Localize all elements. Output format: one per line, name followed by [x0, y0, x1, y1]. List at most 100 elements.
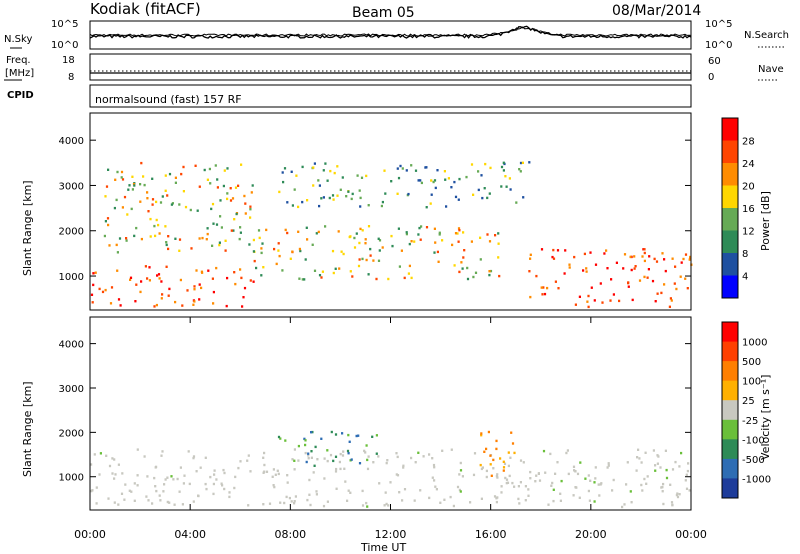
colorbar-swatch [722, 458, 738, 479]
data-cell [317, 179, 320, 182]
data-cell [552, 257, 556, 260]
data-cell [640, 461, 643, 464]
data-cell [474, 271, 478, 274]
data-cell [589, 251, 592, 254]
data-cell [223, 471, 226, 475]
data-cell [307, 457, 310, 460]
data-cell [200, 286, 203, 290]
data-cell [291, 204, 294, 207]
colorbar-swatch [722, 341, 738, 362]
data-cell [657, 455, 660, 458]
data-cell [665, 476, 669, 480]
data-cell [192, 455, 196, 458]
colorbar-tick-label: 16 [742, 204, 755, 215]
data-cell [322, 196, 325, 199]
data-cell [378, 249, 381, 252]
data-cell [286, 201, 289, 204]
data-cell [372, 461, 375, 464]
data-cell [242, 296, 245, 299]
data-cell [572, 494, 575, 497]
data-cell [684, 277, 687, 280]
nsky-panel: N.Sky 10^5 10^0 10^5 10^0 N.Search [4, 19, 789, 51]
data-cell [610, 278, 613, 281]
data-cell [249, 208, 252, 211]
data-cell [661, 252, 664, 255]
data-cell [129, 278, 132, 281]
data-cell [178, 238, 182, 241]
data-cell [135, 226, 138, 230]
data-cell [248, 243, 251, 246]
data-cell [211, 202, 215, 206]
data-cell [630, 268, 633, 272]
data-cell [92, 283, 95, 287]
data-cell [678, 493, 681, 496]
colorbar-swatch [722, 253, 738, 276]
data-cell [307, 452, 310, 455]
data-cell [687, 462, 690, 465]
data-cell [643, 477, 646, 481]
data-cell [284, 228, 287, 232]
data-cell [505, 481, 508, 485]
data-cell [497, 232, 500, 235]
data-cell [219, 199, 222, 202]
data-cell [294, 495, 297, 498]
data-cell [277, 249, 280, 252]
data-cell [330, 430, 333, 434]
data-cell [106, 217, 110, 220]
data-cell [116, 269, 119, 272]
data-cell [225, 304, 228, 308]
data-cell [396, 474, 400, 477]
data-cell [419, 179, 422, 182]
data-cell [149, 217, 152, 221]
data-cell [350, 197, 353, 201]
data-cell [198, 237, 201, 240]
data-cell [136, 448, 139, 451]
data-cell [519, 481, 522, 484]
nsky-label: N.Sky [4, 34, 32, 45]
data-cell [193, 285, 196, 288]
data-cell [477, 188, 480, 192]
data-cell [552, 248, 555, 252]
data-cell [320, 276, 323, 279]
data-cell [378, 482, 381, 485]
data-cell [534, 480, 537, 483]
colorbar-tick-label: -1000 [742, 474, 771, 485]
data-cell [250, 191, 253, 194]
data-cell [313, 269, 317, 272]
data-cell [528, 161, 531, 164]
data-cell [180, 172, 183, 176]
data-cell [589, 479, 592, 482]
data-cell [398, 265, 401, 268]
data-cell [417, 179, 420, 182]
data-cell [566, 449, 569, 452]
data-cell [107, 168, 110, 171]
data-cell [116, 170, 119, 174]
data-cell [529, 257, 532, 260]
data-cell [233, 218, 236, 221]
data-cell [485, 447, 488, 451]
data-cell [297, 205, 300, 209]
data-cell [157, 273, 161, 276]
data-cell [417, 233, 420, 236]
data-cell [396, 192, 399, 195]
data-cell [154, 485, 157, 488]
data-cell [586, 300, 589, 303]
data-cell [301, 200, 304, 204]
data-cell [249, 279, 252, 282]
data-cell [574, 470, 577, 473]
data-cell [662, 502, 665, 506]
data-cell [575, 486, 578, 489]
data-cell [255, 266, 258, 270]
data-cell [413, 240, 416, 243]
data-cell [383, 504, 386, 507]
data-cell [304, 258, 307, 261]
data-cell [315, 493, 318, 496]
data-cell [143, 183, 146, 187]
data-cell [347, 433, 350, 437]
data-cell [400, 249, 403, 252]
data-cell [567, 472, 570, 476]
data-cell [554, 472, 557, 475]
data-cell [511, 481, 514, 485]
data-cell [116, 251, 119, 254]
data-cell [458, 473, 461, 476]
